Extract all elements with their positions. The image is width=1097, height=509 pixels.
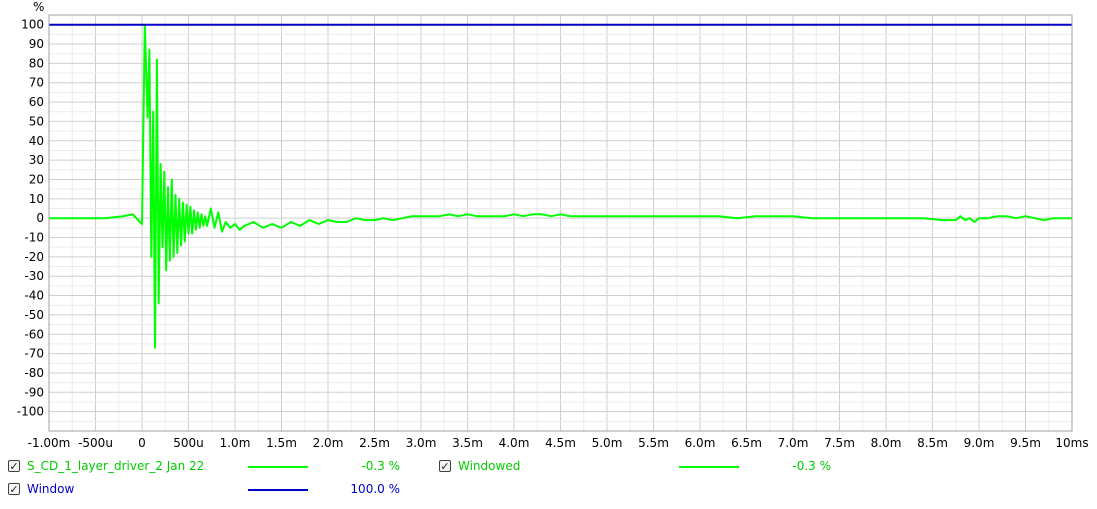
y-tick-label: 10: [29, 192, 44, 206]
x-tick-label: 3.0m: [406, 436, 437, 450]
x-tick-label: 500u: [173, 436, 204, 450]
legend-swatch-series-3: [248, 489, 308, 491]
legend-checkbox-series-3[interactable]: ✓: [8, 483, 20, 495]
x-tick-label: 8.5m: [917, 436, 948, 450]
x-tick-label: 4.0m: [499, 436, 530, 450]
y-tick-label: 80: [29, 56, 44, 70]
legend-swatch-series-1: [248, 466, 308, 468]
y-tick-label: 100: [21, 18, 44, 32]
x-tick-label: 2.0m: [313, 436, 344, 450]
x-tick-label: 8.0m: [871, 436, 902, 450]
y-tick-label: 50: [29, 114, 44, 128]
legend-value-series-3: 100.0 %: [350, 482, 400, 496]
x-tick-label: -500u: [78, 436, 113, 450]
y-tick-label: -10: [24, 231, 44, 245]
y-tick-label: 20: [29, 172, 44, 186]
legend-label-series-1: S_CD_1_layer_driver_2 Jan 22: [27, 459, 205, 473]
x-tick-label: 9.0m: [964, 436, 995, 450]
check-icon: ✓: [9, 482, 19, 496]
legend-checkbox-series-2[interactable]: ✓: [439, 460, 451, 472]
x-tick-label: 7.5m: [824, 436, 855, 450]
grid-lines: [49, 14, 1072, 431]
plot-frame: [48, 14, 1073, 432]
y-tick-label: -100: [17, 405, 44, 419]
y-tick-label: 60: [29, 95, 44, 109]
x-tick-label: 7.0m: [778, 436, 809, 450]
plot-series: [49, 23, 1072, 349]
y-tick-label: -20: [24, 250, 44, 264]
y-tick-label: -70: [24, 347, 44, 361]
x-tick-label: 9.5m: [1010, 436, 1041, 450]
y-tick-labels: 1009080706050403020100-10-20-30-40-50-60…: [17, 18, 44, 419]
y-tick-label: 90: [29, 37, 44, 51]
series-line-1: [49, 23, 1072, 349]
x-tick-label: 1.0m: [220, 436, 251, 450]
legend-label-series-3: Window: [27, 482, 75, 496]
check-icon: ✓: [9, 459, 19, 473]
x-tick-label: 1.5m: [266, 436, 297, 450]
legend-checkbox-series-1[interactable]: ✓: [8, 460, 20, 472]
legend-label-series-2: Windowed: [458, 459, 521, 473]
y-tick-label: -90: [24, 385, 44, 399]
legend-value-series-2: -0.3 %: [792, 459, 831, 473]
x-tick-label: 3.5m: [452, 436, 483, 450]
x-tick-label: 5.0m: [592, 436, 623, 450]
check-icon: ✓: [440, 459, 450, 473]
x-tick-label: 2.5m: [359, 436, 390, 450]
x-tick-label: 6.0m: [685, 436, 716, 450]
x-tick-label: 6.5m: [731, 436, 762, 450]
x-tick-labels: -1.00m -500u 0 500u 1.0m 1.5m 2.0m 2.5m 3.0m 3.5m…: [28, 436, 1089, 450]
y-tick-label: -60: [24, 327, 44, 341]
x-tick-label: -1.00m: [28, 436, 71, 450]
y-tick-label: 30: [29, 153, 44, 167]
legend-value-series-1: -0.3 %: [361, 459, 400, 473]
y-tick-label: -80: [24, 366, 44, 380]
y-tick-label: 40: [29, 134, 44, 148]
y-tick-label: -50: [24, 308, 44, 322]
x-tick-label: 4.5m: [545, 436, 576, 450]
y-tick-label: -40: [24, 289, 44, 303]
x-tick-label: 5.5m: [638, 436, 669, 450]
legend-swatch-series-2: [679, 466, 739, 468]
x-tick-label: 10ms: [1055, 436, 1088, 450]
y-axis-label: %: [33, 0, 44, 14]
x-tick-label: 0: [138, 436, 146, 450]
y-tick-label: 0: [36, 211, 44, 225]
y-tick-label: 70: [29, 76, 44, 90]
y-tick-label: -30: [24, 269, 44, 283]
